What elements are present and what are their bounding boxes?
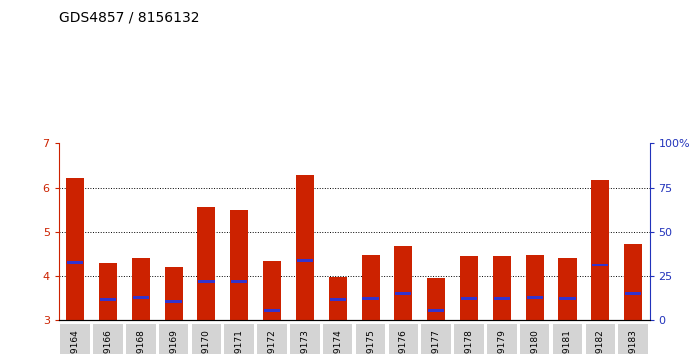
FancyBboxPatch shape	[191, 324, 221, 354]
Bar	[592, 264, 609, 267]
Bar	[165, 300, 182, 303]
FancyBboxPatch shape	[487, 324, 517, 354]
FancyBboxPatch shape	[454, 324, 484, 354]
Bar	[296, 175, 314, 320]
Bar	[428, 309, 444, 312]
FancyBboxPatch shape	[257, 324, 287, 354]
FancyBboxPatch shape	[585, 324, 615, 354]
Bar	[264, 309, 281, 312]
Text: GSM949178: GSM949178	[464, 329, 473, 354]
FancyBboxPatch shape	[93, 324, 123, 354]
Bar	[559, 297, 576, 300]
Bar	[99, 263, 117, 320]
Bar	[395, 292, 412, 295]
Bar	[67, 261, 84, 264]
Bar	[460, 256, 478, 320]
Bar	[263, 261, 281, 320]
Text: GDS4857 / 8156132: GDS4857 / 8156132	[59, 11, 199, 25]
Bar	[493, 256, 511, 320]
FancyBboxPatch shape	[60, 324, 90, 354]
FancyBboxPatch shape	[553, 324, 583, 354]
Bar	[100, 298, 116, 301]
Text: GSM949174: GSM949174	[333, 329, 342, 354]
Bar	[493, 297, 510, 300]
Bar	[362, 297, 379, 300]
Text: GSM949176: GSM949176	[399, 329, 408, 354]
Bar	[558, 258, 576, 320]
Bar	[296, 259, 313, 262]
Text: GSM949173: GSM949173	[301, 329, 310, 354]
FancyBboxPatch shape	[290, 324, 320, 354]
Text: GSM949180: GSM949180	[530, 329, 539, 354]
Text: GSM949164: GSM949164	[70, 329, 79, 354]
Text: GSM949177: GSM949177	[432, 329, 441, 354]
Bar	[230, 210, 248, 320]
Bar	[624, 244, 642, 320]
FancyBboxPatch shape	[422, 324, 451, 354]
FancyBboxPatch shape	[126, 324, 155, 354]
Bar	[198, 280, 215, 283]
Bar	[461, 297, 477, 300]
FancyBboxPatch shape	[618, 324, 648, 354]
Text: GSM949179: GSM949179	[498, 329, 507, 354]
Bar	[527, 296, 543, 299]
Bar	[591, 180, 609, 320]
Text: GSM949172: GSM949172	[267, 329, 276, 354]
Bar	[132, 258, 150, 320]
Bar	[164, 267, 182, 320]
Text: GSM949182: GSM949182	[596, 329, 605, 354]
Text: GSM949181: GSM949181	[563, 329, 572, 354]
Bar	[66, 178, 84, 320]
Bar	[231, 280, 247, 283]
Text: GSM949169: GSM949169	[169, 329, 178, 354]
FancyBboxPatch shape	[323, 324, 352, 354]
Text: GSM949171: GSM949171	[235, 329, 244, 354]
Text: GSM949170: GSM949170	[202, 329, 211, 354]
Text: GSM949183: GSM949183	[629, 329, 638, 354]
Bar	[395, 246, 413, 320]
Bar	[198, 207, 216, 320]
Text: GSM949168: GSM949168	[136, 329, 145, 354]
FancyBboxPatch shape	[520, 324, 549, 354]
Text: GSM949175: GSM949175	[366, 329, 375, 354]
FancyBboxPatch shape	[356, 324, 386, 354]
Bar	[427, 278, 445, 320]
Bar	[526, 255, 544, 320]
FancyBboxPatch shape	[388, 324, 418, 354]
Text: GSM949166: GSM949166	[104, 329, 113, 354]
FancyBboxPatch shape	[159, 324, 189, 354]
Bar	[329, 278, 347, 320]
FancyBboxPatch shape	[225, 324, 254, 354]
Bar	[361, 255, 379, 320]
Bar	[330, 298, 346, 301]
Bar	[625, 292, 641, 295]
Bar	[133, 296, 149, 299]
